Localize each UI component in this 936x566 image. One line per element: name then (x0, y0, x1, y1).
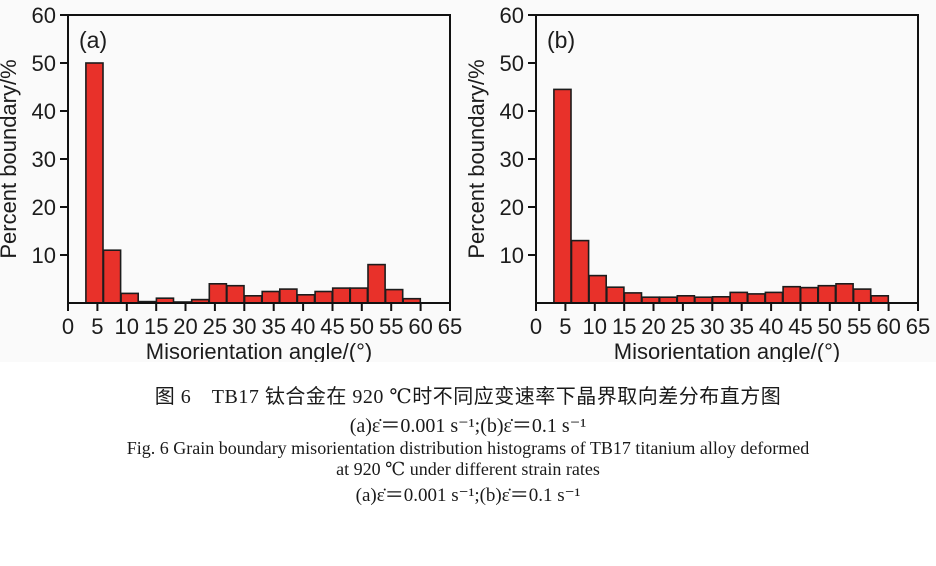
x-tick-label: 10 (583, 314, 607, 339)
x-tick-label: 30 (700, 314, 724, 339)
histogram-bar (314, 290, 334, 304)
x-tick-label: 50 (818, 314, 842, 339)
histogram-bar (208, 282, 228, 304)
histogram-bar (746, 293, 766, 304)
x-tick-label: 50 (350, 314, 374, 339)
histogram-bar (623, 292, 643, 304)
histogram-bar (349, 287, 369, 304)
x-axis-title: Misorientation angle/(°) (614, 339, 840, 362)
x-tick-label: 25 (671, 314, 695, 339)
histogram-bar (296, 293, 316, 304)
x-tick-label: 55 (847, 314, 871, 339)
x-tick-label: 35 (261, 314, 285, 339)
x-tick-label: 40 (759, 314, 783, 339)
caption-title-en-line2: at 920 ℃ under different strain rates (336, 459, 600, 479)
histogram-bar (367, 263, 386, 304)
caption-title-zh: 图 6 TB17 钛合金在 920 ℃时不同应变速率下晶界取向差分布直方图 (154, 386, 782, 408)
y-tick-label: 40 (500, 99, 524, 124)
histogram-bar (606, 286, 625, 304)
x-tick-label: 40 (291, 314, 315, 339)
chart-panel-a: 0 5 10 15 20 25 30 35 40 45 50 55 60 65 10 20 30 40 50 60 Mi… (0, 0, 468, 367)
histogram-bar (729, 291, 749, 304)
x-tick-label: 10 (115, 314, 139, 339)
histogram-bar (870, 294, 890, 304)
y-tick-label: 20 (500, 195, 524, 220)
x-tick-label: 60 (876, 314, 900, 339)
histogram-bar (835, 282, 854, 304)
x-tick-label: 20 (641, 314, 665, 339)
x-tick-label: 45 (788, 314, 812, 339)
y-axis-title: Percent boundary/% (468, 59, 489, 258)
x-tick-label: 30 (232, 314, 256, 339)
x-tick-label: 60 (408, 314, 432, 339)
caption-conditions-zh: (a)ε̇＝0.001 s⁻¹;(b)ε̇＝0.1 s⁻¹ (349, 415, 587, 437)
x-tick-label: 5 (559, 314, 571, 339)
x-axis-title: Misorientation angle/(°) (146, 339, 372, 362)
histogram-bar (588, 274, 607, 304)
histogram-bar (570, 239, 590, 304)
histogram-bar (852, 288, 872, 304)
histogram-bar (782, 285, 802, 304)
x-tick-label: 35 (729, 314, 753, 339)
histogram-bar (120, 292, 139, 304)
y-tick-label: 40 (32, 99, 56, 124)
y-axis-title: Percent boundary/% (0, 59, 21, 258)
histogram-bar (799, 286, 819, 304)
y-tick-label: 50 (32, 51, 56, 76)
caption-title-en-line1: Fig. 6 Grain boundary misorientation dis… (126, 438, 810, 458)
charts-row: 0 5 10 15 20 25 30 35 40 45 50 55 60 65 10 20 30 40 50 60 Mi… (0, 3, 931, 364)
y-tick-label: 10 (32, 243, 56, 268)
x-tick-label: 15 (612, 314, 636, 339)
histogram-bar (278, 288, 298, 304)
x-tick-label: 5 (91, 314, 103, 339)
chart-panel-b: 0 5 10 15 20 25 30 35 40 45 50 55 60 65 10 20 30 40 50 60 Mi… (464, 0, 936, 367)
caption-conditions-en: (a)ε̇＝0.001 s⁻¹;(b)ε̇＝0.1 s⁻¹ (355, 485, 581, 506)
plot-border (67, 14, 451, 304)
histogram-b-svg: 0 5 10 15 20 25 30 35 40 45 50 55 60 65102030405060Mi… (464, 3, 930, 364)
histogram-bar (261, 290, 281, 304)
histogram-bar (226, 284, 245, 304)
histogram-bar (85, 62, 104, 304)
x-tick-label: 65 (438, 314, 462, 339)
plot-border (535, 14, 919, 304)
y-tick-label: 10 (500, 243, 524, 268)
x-tick-label: 55 (379, 314, 403, 339)
histogram-bar (676, 294, 696, 304)
x-tick-label: 0 (62, 314, 74, 339)
y-tick-label: 30 (32, 147, 56, 172)
histogram-bar (331, 287, 351, 304)
x-tick-label: 65 (906, 314, 930, 339)
y-tick-label: 60 (500, 3, 524, 28)
y-tick-label: 50 (500, 51, 524, 76)
x-tick-label: 45 (320, 314, 344, 339)
x-tick-label: 20 (173, 314, 197, 339)
histogram-bar (764, 291, 784, 304)
histogram-bar (817, 284, 837, 304)
y-tick-label: 20 (32, 195, 56, 220)
x-tick-label: 15 (144, 314, 168, 339)
panel-label: (b) (547, 27, 575, 53)
histogram-bar (102, 249, 122, 304)
panel-label: (a) (79, 27, 107, 53)
histogram-a-svg: 0 5 10 15 20 25 30 35 40 45 50 55 60 65102030405060Mi… (0, 3, 462, 364)
x-tick-label: 0 (530, 314, 542, 339)
histogram-bar (384, 288, 404, 304)
y-tick-label: 30 (500, 147, 524, 172)
histogram-bar (243, 294, 263, 304)
histogram-bar (553, 88, 572, 304)
y-tick-label: 60 (32, 3, 56, 28)
figure-caption: 图 6 TB17 钛合金在 920 ℃时不同应变速率下晶界取向差分布直方图 (a… (0, 380, 936, 507)
x-tick-label: 25 (203, 314, 227, 339)
